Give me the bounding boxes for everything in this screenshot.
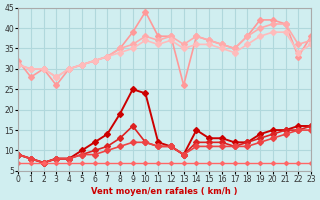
X-axis label: Vent moyen/en rafales ( km/h ): Vent moyen/en rafales ( km/h ) [91, 187, 238, 196]
